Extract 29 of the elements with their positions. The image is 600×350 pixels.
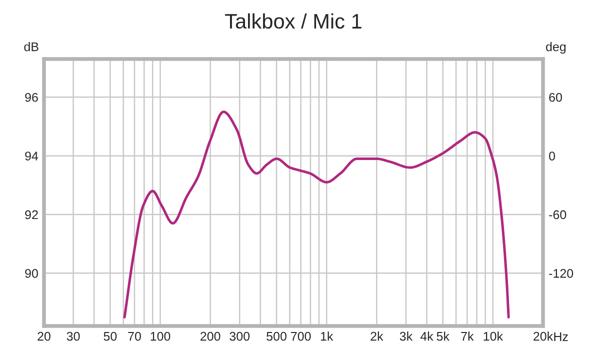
x-axis-title: Hz — [554, 332, 568, 341]
x-tick-label: 300 — [230, 332, 250, 341]
y-axis-title: dB — [24, 42, 38, 52]
y2-tick-label: 0 — [549, 152, 556, 160]
y-tick-label: 96 — [25, 92, 38, 102]
y2-tick-label: 60 — [549, 92, 562, 102]
x-tick-label: 700 — [291, 332, 311, 341]
x-tick-label: 4k — [420, 332, 434, 341]
x-tick-label: 2k — [370, 332, 384, 341]
x-tick-label: 20 — [38, 332, 50, 341]
x-tick-label: 50 — [104, 332, 117, 341]
y-tick-label: 90 — [25, 268, 38, 278]
x-tick-label: 100 — [150, 332, 170, 341]
x-tick-label: 10k — [484, 332, 504, 341]
x-tick-label: 20k — [534, 332, 554, 341]
y2-axis-title: deg — [546, 42, 566, 54]
x-tick-label: 200 — [200, 332, 220, 341]
y2-tick-label: -120 — [549, 268, 574, 278]
x-tick-label: 3k — [400, 332, 413, 341]
x-tick-label: 5k — [436, 332, 450, 341]
x-tick-label: 1k — [320, 332, 334, 341]
x-tick-label: 30 — [66, 332, 80, 341]
y-tick-label: 92 — [25, 210, 38, 220]
y2-tick-label: -60 — [549, 210, 566, 220]
x-tick-label: 7k — [461, 332, 474, 341]
x-tick-label: 500 — [266, 332, 286, 341]
x-tick-label: 70 — [128, 332, 141, 341]
y-tick-label: 94 — [25, 152, 38, 160]
chart-title: Talkbox / Mic 1 — [225, 13, 362, 29]
